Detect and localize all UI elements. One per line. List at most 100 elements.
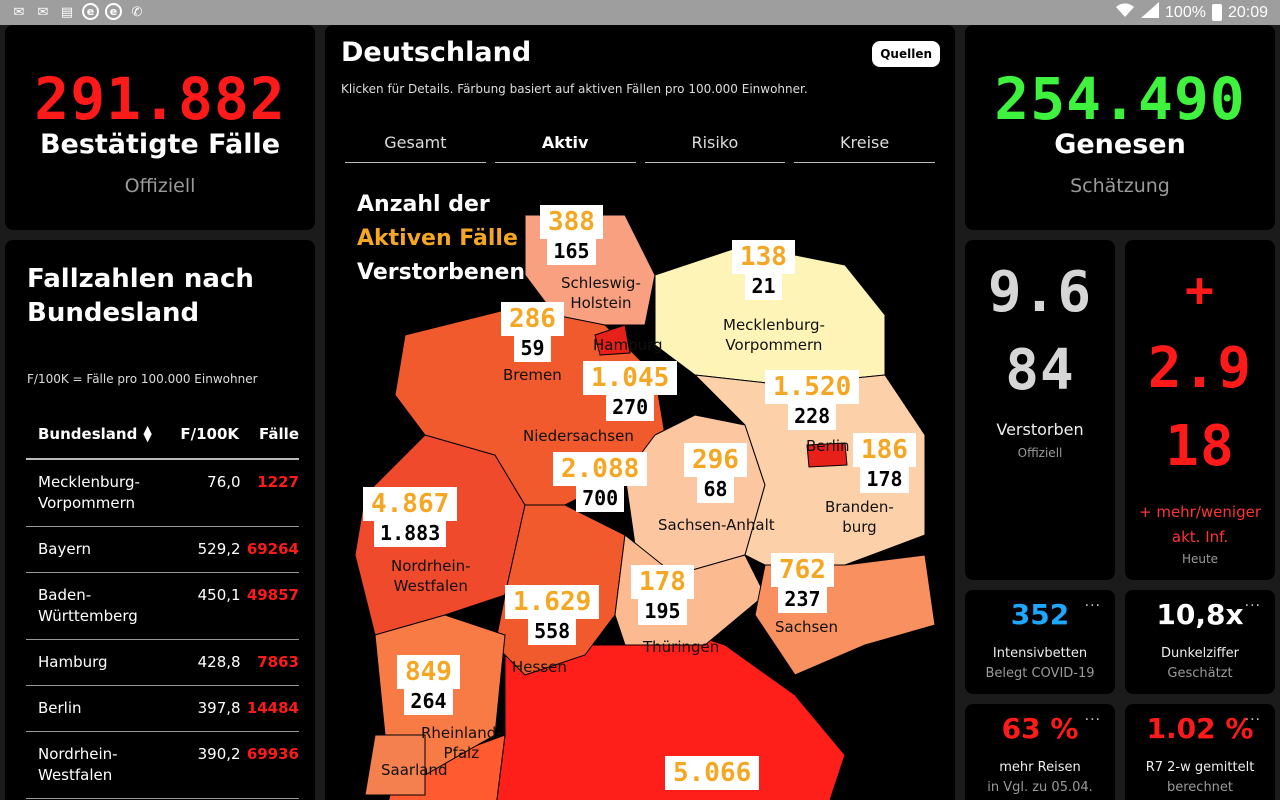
label-sh: Schleswig- Holstein xyxy=(561,274,641,312)
badge-bb-dead: 178 xyxy=(860,465,909,493)
map-legend: Anzahl der Aktiven Fälle Verstorbenen xyxy=(357,188,525,290)
plus-sign: + xyxy=(1185,262,1215,318)
sources-button[interactable]: Quellen xyxy=(872,41,940,67)
label-rp: Rheinland- Pfalz xyxy=(421,724,502,762)
badge-hh[interactable]: 286 59 xyxy=(501,302,564,362)
badge-bb[interactable]: 186 178 xyxy=(853,433,916,493)
row-cases: 69936 xyxy=(246,745,299,763)
header-state[interactable]: Bundesland ▲ ▼ xyxy=(26,424,162,445)
map-title: Deutschland xyxy=(341,37,532,68)
state-table: Bundesland ▲ ▼ F/100K Fälle Mecklenburg-V… xyxy=(26,410,299,799)
deaths-rate: 9.6 xyxy=(987,260,1093,325)
deaths-card[interactable]: 9.6 84 Verstorben Offiziell xyxy=(965,240,1115,580)
row-per100k: 76,0 xyxy=(207,473,241,491)
badge-st[interactable]: 296 68 xyxy=(684,443,747,503)
badge-mv-active: 138 xyxy=(732,240,795,274)
label-berlin: Berlin xyxy=(806,437,850,455)
confirmed-cases-card[interactable]: 291.882 Bestätigte Fälle Offiziell xyxy=(5,25,315,230)
row-state: Mecklenburg-Vorpommern xyxy=(38,473,140,512)
badge-sh[interactable]: 388 165 xyxy=(540,205,603,265)
dark-line2: Geschätzt xyxy=(1167,666,1233,681)
table-row[interactable]: Bayern 529,2 69264 xyxy=(26,527,299,573)
r7-card[interactable]: ... 1.02 % R7 2-w gemittelt berechnet xyxy=(1125,704,1275,800)
battery-percent: 100% xyxy=(1165,3,1206,21)
badge-ni[interactable]: 1.045 270 xyxy=(583,361,678,421)
region-hamburg xyxy=(594,324,631,356)
badge-rp[interactable]: 849 264 xyxy=(397,655,460,715)
menu-dots-icon[interactable]: ... xyxy=(1084,708,1101,724)
legend-line1: Anzahl der xyxy=(357,192,490,217)
badge-be-active: 1.520 xyxy=(765,370,860,404)
tab-risiko[interactable]: Risiko xyxy=(644,125,786,163)
badge-sn[interactable]: 762 237 xyxy=(771,553,834,613)
badge-bb-active: 186 xyxy=(853,433,916,467)
legend-line2: Aktiven Fälle xyxy=(357,226,518,251)
table-row[interactable]: Mecklenburg-Vorpommern 76,0 1227 xyxy=(26,460,299,527)
badge-ni2[interactable]: 2.088 700 xyxy=(553,452,648,512)
table-row[interactable]: Nordrhein-Westfalen 390,2 69936 xyxy=(26,732,299,799)
germany-map-card: Deutschland Klicken für Details. Färbung… xyxy=(325,25,955,800)
badge-ni-active: 1.045 xyxy=(583,361,678,395)
badge-by[interactable]: 5.066 xyxy=(665,756,760,790)
header-state-label: Bundesland xyxy=(38,424,138,443)
legend-line3: Verstorbenen xyxy=(357,260,526,285)
tab-kreise[interactable]: Kreise xyxy=(794,125,935,163)
confirmed-value: 291.882 xyxy=(34,65,286,133)
label-mv: Mecklenburg- Vorpommern xyxy=(723,316,825,354)
label-st: Sachsen-Anhalt xyxy=(658,516,775,534)
badge-rp-dead: 264 xyxy=(404,687,453,715)
label-hamburg: Hamburg xyxy=(593,336,663,354)
table-row[interactable]: Berlin 397,8 14484 xyxy=(26,686,299,732)
travel-line1: mehr Reisen xyxy=(999,760,1081,775)
recovered-card[interactable]: 254.490 Genesen Schätzung xyxy=(965,25,1275,230)
row-cases: 7863 xyxy=(257,653,299,671)
badge-ni-dead: 270 xyxy=(606,393,655,421)
row-per100k: 529,2 xyxy=(197,540,241,558)
map-subtitle: Klicken für Details. Färbung basiert auf… xyxy=(341,82,808,96)
badge-nw-dead: 1.883 xyxy=(374,519,447,547)
row-state: Berlin xyxy=(38,699,82,717)
menu-dots-icon[interactable]: ... xyxy=(1084,594,1101,610)
label-hessen: Hessen xyxy=(512,658,567,676)
region-berlin xyxy=(806,442,848,468)
badge-th[interactable]: 178 195 xyxy=(631,565,694,625)
row-state: Baden-Württemberg xyxy=(38,586,138,625)
calendar-icon: ▤ xyxy=(60,4,74,20)
menu-dots-icon[interactable]: ... xyxy=(1244,708,1261,724)
header-cases[interactable]: Fälle xyxy=(259,424,299,443)
row-cases: 1227 xyxy=(257,473,299,491)
active-change-sub: Heute xyxy=(1181,552,1219,566)
r7-line2: berechnet xyxy=(1166,780,1234,795)
table-row[interactable]: Hamburg 428,8 7863 xyxy=(26,640,299,686)
badge-be[interactable]: 1.520 228 xyxy=(765,370,860,430)
label-sn: Sachsen xyxy=(775,618,839,636)
active-change-label: + mehr/weniger akt. Inf. xyxy=(1139,503,1261,546)
menu-dots-icon[interactable]: ... xyxy=(1244,594,1261,610)
badge-mv[interactable]: 138 21 xyxy=(732,240,795,300)
recovered-value: 254.490 xyxy=(994,65,1246,133)
row-per100k: 428,8 xyxy=(197,653,241,671)
deaths-sub: Offiziell xyxy=(1017,446,1063,460)
tab-aktiv[interactable]: Aktiv xyxy=(494,125,636,163)
badge-th-dead: 195 xyxy=(638,597,687,625)
dark-figure-card[interactable]: ... 10,8x Dunkelziffer Geschätzt xyxy=(1125,590,1275,694)
badge-hh-dead: 59 xyxy=(514,334,551,362)
icu-card[interactable]: ... 352 Intensivbetten Belegt COVID-19 xyxy=(965,590,1115,694)
icu-line1: Intensivbetten xyxy=(992,646,1088,661)
active-change-card[interactable]: + 2.9 18 + mehr/weniger akt. Inf. Heute xyxy=(1125,240,1275,580)
badge-nw[interactable]: 4.867 1.883 xyxy=(363,487,458,547)
sort-icon[interactable]: ▲ ▼ xyxy=(143,423,152,444)
label-th: Thüringen xyxy=(643,638,720,656)
confirmed-sub: Offiziell xyxy=(124,175,196,197)
table-note: F/100K = Fälle pro 100.000 Einwohner xyxy=(27,372,258,386)
travel-card[interactable]: ... 63 % mehr Reisen in Vgl. zu 05.04. xyxy=(965,704,1115,800)
badge-hh-active: 286 xyxy=(501,302,564,336)
badge-he[interactable]: 1.629 558 xyxy=(505,585,600,645)
deaths-value: 84 xyxy=(1005,338,1075,403)
row-per100k: 390,2 xyxy=(197,745,241,763)
header-per100k[interactable]: F/100K xyxy=(180,424,240,443)
row-cases: 69264 xyxy=(246,540,299,558)
tab-gesamt[interactable]: Gesamt xyxy=(345,125,486,163)
badge-be-dead: 228 xyxy=(788,402,837,430)
table-row[interactable]: Baden-Württemberg 450,1 49857 xyxy=(26,573,299,640)
